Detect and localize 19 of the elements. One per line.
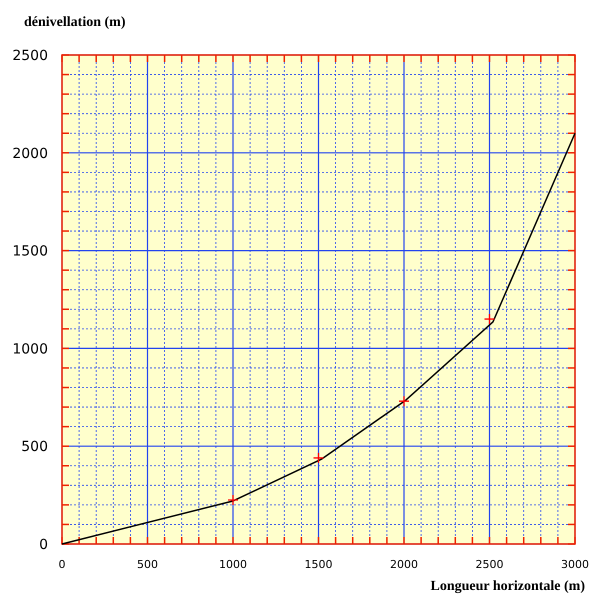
point xyxy=(312,452,324,464)
y-axis-title: dénivellation (m) xyxy=(24,15,126,30)
x-tick-label: 1000 xyxy=(219,558,247,571)
point xyxy=(227,494,239,506)
y-tick-label: 500 xyxy=(21,439,48,456)
x-tick-label: 500 xyxy=(137,558,158,571)
y-tick-label: 1500 xyxy=(12,244,48,260)
x-tick-label: 2500 xyxy=(476,558,504,571)
y-tick-label: 2000 xyxy=(12,146,48,162)
x-axis-title: Longueur horizontale (m) xyxy=(430,579,586,594)
x-tick-label: 1500 xyxy=(304,558,332,571)
y-tick-label: 2500 xyxy=(12,48,48,64)
point xyxy=(484,313,496,325)
x-tick-label: 3000 xyxy=(561,558,589,571)
y-tick-label: 1000 xyxy=(12,341,48,358)
point xyxy=(398,396,410,407)
x-tick-label: 2000 xyxy=(390,558,418,571)
x-tick-label: 0 xyxy=(58,558,66,571)
y-tick-label: 0 xyxy=(39,537,48,553)
